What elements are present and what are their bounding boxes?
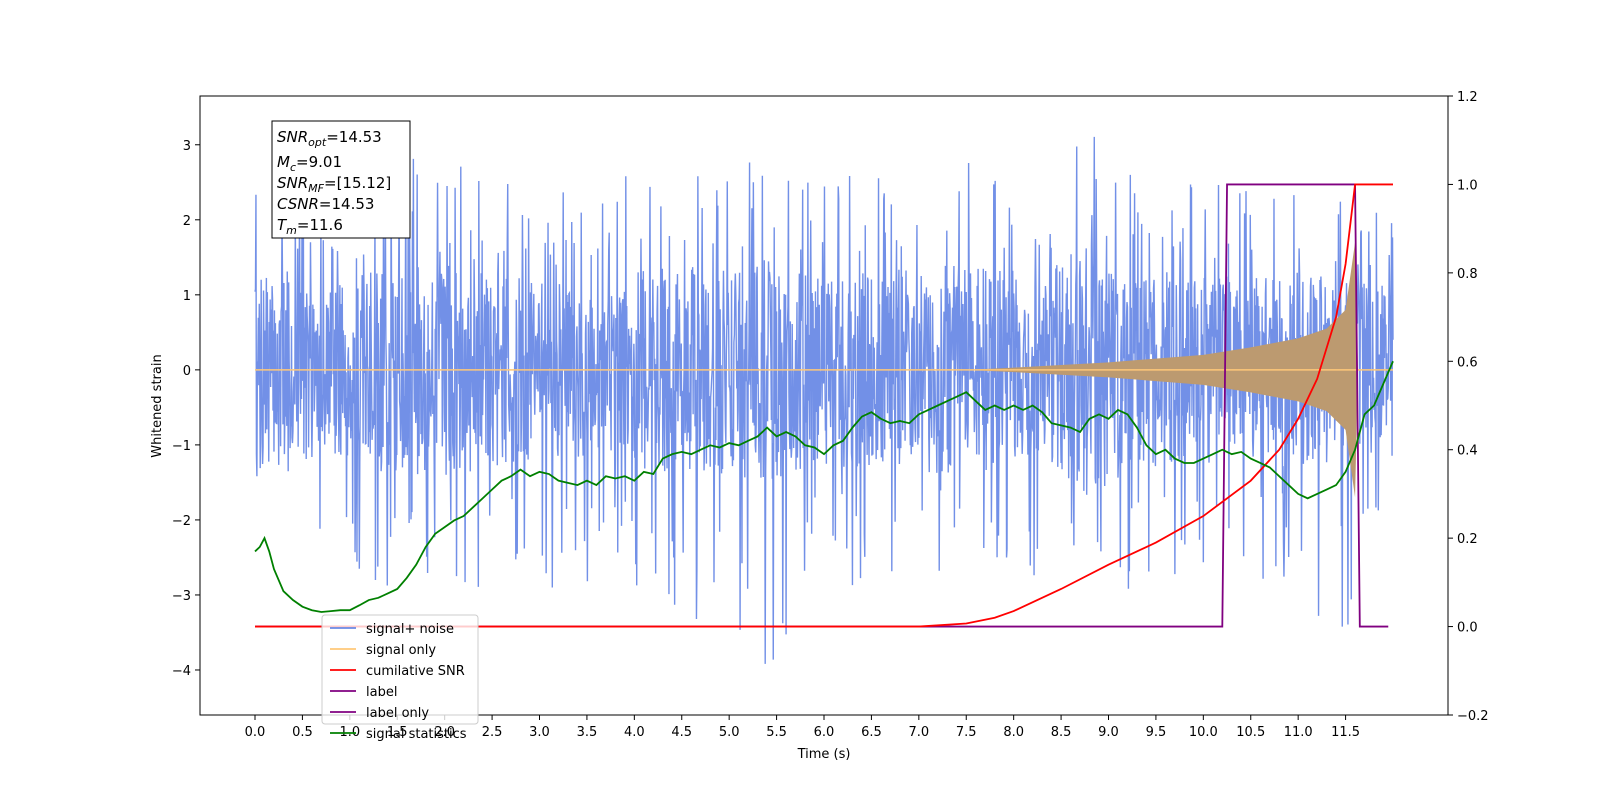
- y-tick-label: −4: [172, 664, 191, 679]
- legend-label: signal only: [366, 643, 436, 658]
- x-tick-label: 9.0: [1098, 725, 1119, 740]
- x-tick-label: 6.0: [814, 725, 835, 740]
- y-axis-label: Whitened strain: [150, 354, 165, 457]
- legend-label: cumilative SNR: [366, 664, 465, 679]
- annotation-snr-opt: SNRopt=14.53: [277, 128, 382, 149]
- legend-label: signal statistics: [366, 727, 467, 742]
- legend-item: signal only: [330, 643, 436, 658]
- annotation-box: SNRopt=14.53 Mc=9.01 SNRMF=[15.12] CSNR=…: [271, 120, 411, 239]
- annotation-csnr: CSNR=14.53: [277, 195, 374, 213]
- y2-tick-label: 0.0: [1457, 621, 1478, 636]
- series-layer: [254, 136, 1394, 664]
- x-tick-label: 1.5: [387, 725, 408, 740]
- legend-label: signal+ noise: [366, 622, 454, 637]
- legend-item: signal+ noise: [330, 622, 454, 637]
- series-signal-statistics: [254, 360, 1394, 613]
- x-tick-label: 7.0: [908, 725, 929, 740]
- legend-item: signal statistics: [330, 727, 467, 742]
- annotation-tm: Tm=11.6: [277, 216, 343, 237]
- series-label: [255, 183, 1389, 628]
- y-tick-label: 1: [183, 289, 191, 304]
- x-tick-label: 3.0: [529, 725, 550, 740]
- y2-tick-label: 0.2: [1457, 532, 1478, 547]
- legend-frame: [321, 614, 479, 725]
- x-tick-label: 11.5: [1331, 725, 1360, 740]
- annotation-snr-mf: SNRMF=[15.12]: [277, 174, 391, 195]
- legend: signal+ noise signal only cumilative SNR la…: [321, 614, 479, 742]
- x-tick-label: 5.0: [719, 725, 740, 740]
- x-tick-label: 8.5: [1051, 725, 1072, 740]
- x-tick-label: 4.0: [624, 725, 645, 740]
- y2-tick-label: −0.2: [1457, 709, 1489, 724]
- y-axis-right: −0.2 0.0 0.2 0.4 0.6 0.8 1.0 1.2: [1448, 90, 1489, 724]
- y-tick-label: 3: [183, 139, 191, 154]
- y-tick-label: 2: [183, 214, 191, 229]
- x-tick-label: 8.0: [1003, 725, 1024, 740]
- legend-item: label only: [330, 706, 429, 721]
- x-tick-label: 7.5: [956, 725, 977, 740]
- x-tick-label: 2.0: [434, 725, 455, 740]
- y2-tick-label: 0.8: [1457, 267, 1478, 282]
- series-cumulative-snr: [255, 183, 1393, 628]
- x-tick-label: 11.0: [1284, 725, 1313, 740]
- y2-tick-label: 1.2: [1457, 90, 1478, 105]
- legend-item: label: [330, 685, 397, 700]
- y-tick-label: −2: [172, 514, 191, 529]
- x-tick-label: 3.5: [577, 725, 598, 740]
- x-tick-label: 4.5: [671, 725, 692, 740]
- legend-label: label only: [366, 706, 429, 721]
- x-axis-label: Time (s): [797, 747, 851, 762]
- x-tick-label: 0.0: [245, 725, 266, 740]
- x-tick-label: 10.0: [1189, 725, 1218, 740]
- x-tick-label: 9.5: [1146, 725, 1167, 740]
- legend-item: cumilative SNR: [330, 664, 465, 679]
- y-tick-label: −1: [172, 439, 191, 454]
- y2-tick-label: 1.0: [1457, 178, 1478, 193]
- x-axis: 0.0 0.5 1.0 1.5 2.0 2.5 3.0 3.5 4.0 4.5 5.0 5.5 6.0 6…: [245, 715, 1360, 740]
- y2-tick-label: 0.4: [1457, 444, 1478, 459]
- y-axis-left: −4 −3 −2 −1 0 1 2 3: [172, 139, 200, 679]
- legend-label: label: [366, 685, 397, 700]
- y-tick-label: −3: [172, 589, 191, 604]
- y2-tick-label: 0.6: [1457, 355, 1478, 370]
- x-tick-label: 10.5: [1236, 725, 1265, 740]
- y-tick-label: 0: [183, 364, 191, 379]
- x-tick-label: 6.5: [861, 725, 882, 740]
- x-tick-label: 5.5: [766, 725, 787, 740]
- annotation-mc: Mc=9.01: [277, 153, 342, 174]
- x-tick-label: 0.5: [292, 725, 313, 740]
- x-tick-label: 2.5: [482, 725, 503, 740]
- series-signal-noise: [254, 136, 1394, 664]
